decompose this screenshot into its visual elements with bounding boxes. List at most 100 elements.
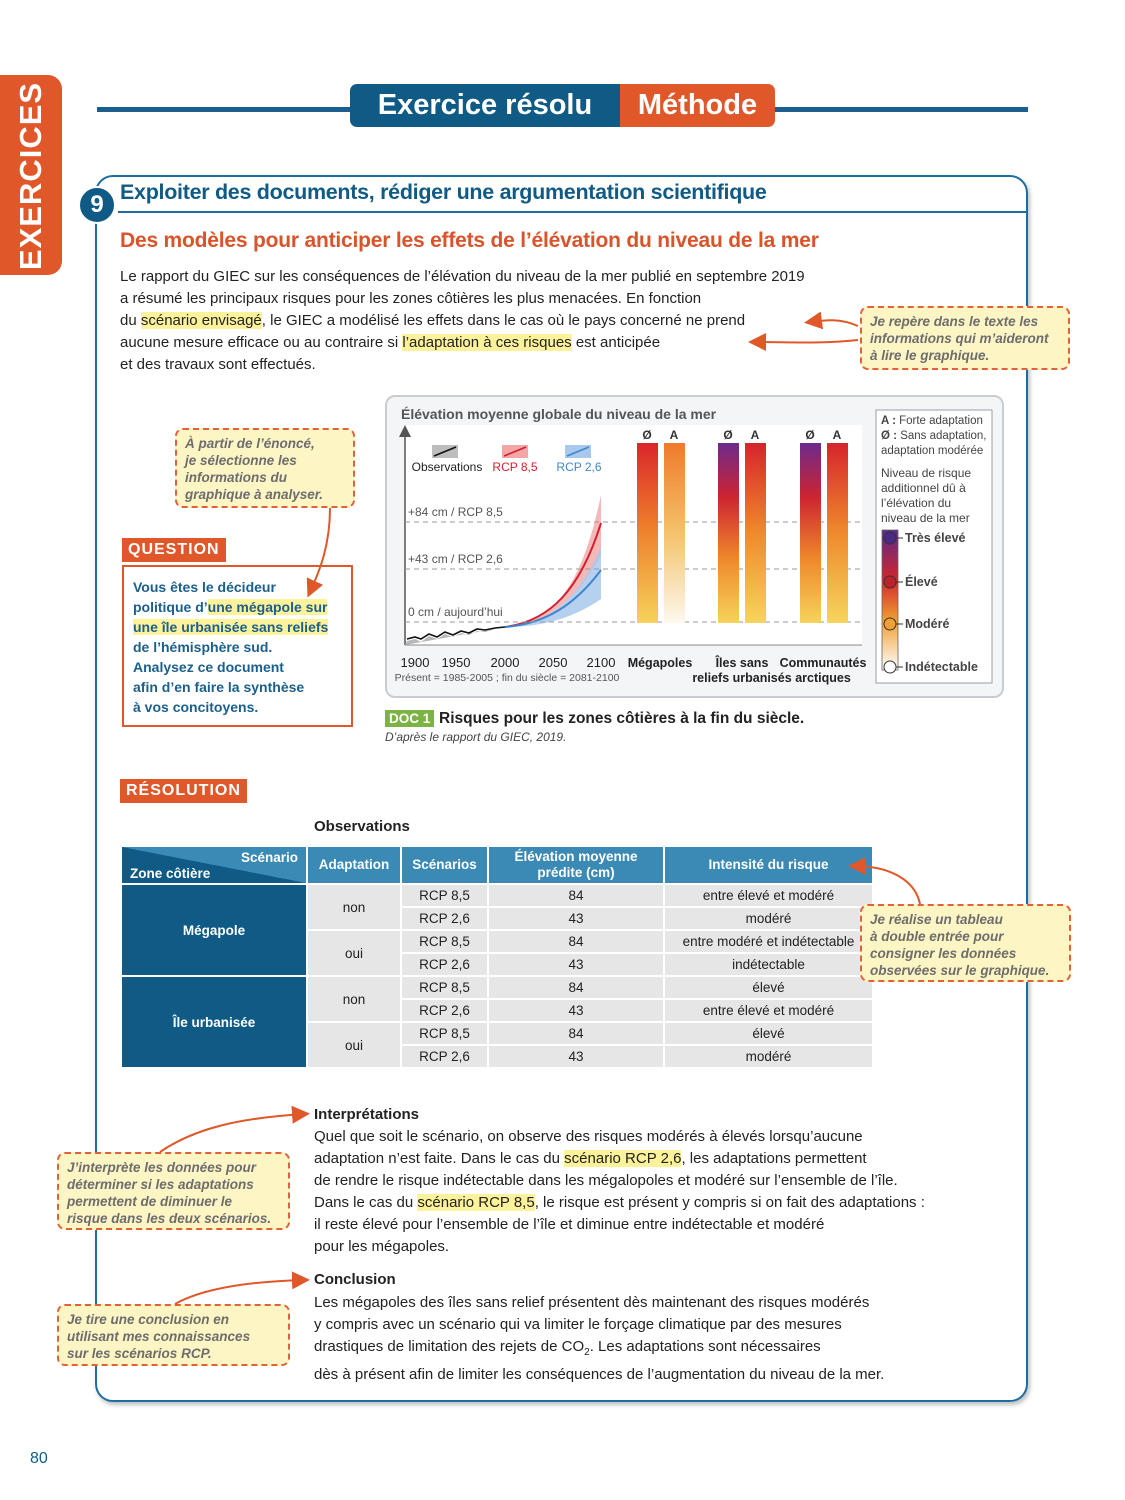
x-tick-label: 2000 — [491, 655, 520, 670]
note-line: utilisant mes connaissances — [67, 1329, 251, 1344]
text-segment: adaptation n’est faite. Dans le cas du — [314, 1150, 565, 1167]
text-line: a résumé les principaux risques pour les… — [120, 288, 805, 310]
title-rule — [118, 211, 1028, 213]
legend-line — [433, 446, 457, 457]
note-line: observées sur le graphique. — [870, 963, 1050, 978]
scenario-cell: RCP 2,6 — [400, 952, 489, 977]
text-segment: , le GIEC a modélisé les effets dans le … — [261, 312, 746, 329]
text-segment: de l’hémisphère sud. — [133, 639, 273, 655]
note: À partir de l’énoncé, je sélectionne les i… — [175, 428, 355, 508]
scenario-cell: RCP 8,5 — [400, 929, 489, 954]
text-segment: dès à présent afin de limiter les conséq… — [314, 1366, 885, 1383]
text-segment: du — [120, 312, 141, 329]
text-segment: aucune mesure efficace ou au contraire s… — [120, 334, 403, 351]
risk-scale — [881, 529, 899, 671]
text-segment: pour les mégapoles. — [314, 1238, 450, 1255]
column-label: Mégapoles — [628, 656, 693, 670]
text-segment: politique d’ — [133, 599, 208, 615]
elevation-cell: 43 — [487, 906, 665, 931]
rcp85-curve — [504, 522, 602, 628]
note-line: informations qui m’aideront — [870, 331, 1049, 346]
table-caption: Observations — [314, 818, 410, 835]
text-segment: . Les adaptations sont nécessaires — [589, 1338, 821, 1355]
bar — [745, 443, 766, 623]
note-line: Je tire une conclusion en — [67, 1312, 230, 1327]
text-line: Dans le cas du scénario RCP 8,5, le risq… — [314, 1192, 925, 1214]
bar-label: A — [751, 428, 760, 442]
rcp26-band — [505, 547, 601, 627]
note-line: Je repère dans le texte les — [870, 314, 1039, 329]
note-line: risque dans les deux scénarios. — [67, 1211, 272, 1226]
scale-marker — [883, 575, 897, 589]
scale-marker — [883, 617, 897, 631]
legend-line — [566, 446, 590, 457]
text-segment: 2 — [584, 1347, 590, 1358]
text-segment: , le risque est présent y compris si on … — [534, 1194, 925, 1211]
text-segment: de rendre le risque indétectable dans le… — [314, 1172, 898, 1189]
note: Je tire une conclusion en utilisant mes c… — [57, 1304, 290, 1366]
adaptation-cell: non — [306, 975, 402, 1023]
text-line: afin d’en faire la synthèse — [133, 677, 328, 697]
text-line: Le rapport du GIEC sur les conséquences … — [120, 266, 805, 288]
column-label: Îles sans — [715, 655, 769, 670]
text-segment: afin d’en faire la synthèse — [133, 679, 305, 695]
header-title: Exercice résolu — [350, 84, 620, 127]
highlight: scénario envisagé — [140, 312, 262, 329]
header-tag: Méthode — [620, 84, 775, 127]
chart-title: Élévation moyenne globale du niveau de l… — [401, 406, 717, 422]
text-segment: Analysez ce document — [133, 659, 284, 675]
text-segment: y compris avec un scénario qui va limite… — [314, 1316, 842, 1333]
scale-title: Niveau de risque — [881, 466, 971, 480]
key-line: adaptation modérée — [881, 445, 983, 457]
x-tick-label: 1900 — [401, 655, 430, 670]
bar-label: Ø — [642, 428, 651, 442]
elevation-cell: 43 — [487, 1044, 665, 1069]
text-line: Les mégapoles des îles sans relief prése… — [314, 1292, 884, 1314]
zone-cell: Île urbanisée — [120, 975, 308, 1069]
question-box — [122, 565, 353, 727]
exercise-frame — [95, 175, 1028, 1402]
observations-curve — [406, 626, 506, 640]
doc-label: DOC 1 — [385, 710, 435, 727]
scale-title: additionnel dû à — [881, 481, 966, 495]
risk-cell: modéré — [663, 906, 874, 931]
sidebar-label: EXERCICES — [13, 81, 48, 271]
legend-label: Observations — [412, 460, 483, 474]
x-tick-label: 2050 — [539, 655, 568, 670]
x-tick-label: 1950 — [442, 655, 471, 670]
conclusion-text: Les mégapoles des îles sans relief prése… — [314, 1292, 884, 1386]
scale-label: Indétectable — [905, 660, 978, 674]
corner-cell: Scénario Zone côtière — [120, 845, 308, 885]
scale-title: l’élévation du — [881, 496, 951, 510]
note-line: Je réalise un tableau — [870, 912, 1003, 927]
key-code: Ø : — [881, 430, 897, 442]
x-tick-label: 2100 — [587, 655, 616, 670]
text-line: à vos concitoyens. — [133, 697, 328, 717]
zone-cell: Mégapole — [120, 883, 308, 977]
text-segment: à vos concitoyens. — [133, 699, 259, 715]
text-segment: Le rapport du GIEC sur les conséquences … — [120, 268, 805, 285]
intro-text: Le rapport du GIEC sur les conséquences … — [120, 266, 805, 376]
scale-label: Très élevé — [905, 531, 966, 545]
bar-label: Ø — [805, 428, 814, 442]
sidebar-tab — [0, 75, 62, 275]
question-text: Vous êtes le décideur politique d’une még… — [133, 577, 329, 717]
adaptation-cell: oui — [306, 929, 402, 977]
bar — [664, 443, 685, 623]
scale-label: Élevé — [905, 574, 938, 589]
level-label: +43 cm / RCP 2,6 — [408, 552, 503, 566]
highlight: une mégapole sur — [207, 599, 328, 615]
key-text: Forte adaptation — [899, 415, 983, 427]
table-row: oui RCP 8,5 84 élevé — [121, 1021, 874, 1069]
plot-area — [405, 425, 862, 645]
note-line: à lire le graphique. — [870, 348, 990, 363]
risk-cell: modéré — [663, 1044, 874, 1069]
bar-label: A — [833, 428, 842, 442]
interpretation-title: Interprétations — [314, 1106, 420, 1123]
text-segment: Les mégapoles des îles sans relief prése… — [314, 1294, 870, 1311]
text-line: une île urbanisée sans reliefs — [133, 617, 329, 637]
note: J’interprète les données pour déterminer … — [57, 1152, 290, 1230]
key-text: Sans adaptation, — [900, 430, 986, 442]
text-segment: est anticipée — [571, 334, 661, 351]
rcp26-curve — [504, 569, 602, 628]
